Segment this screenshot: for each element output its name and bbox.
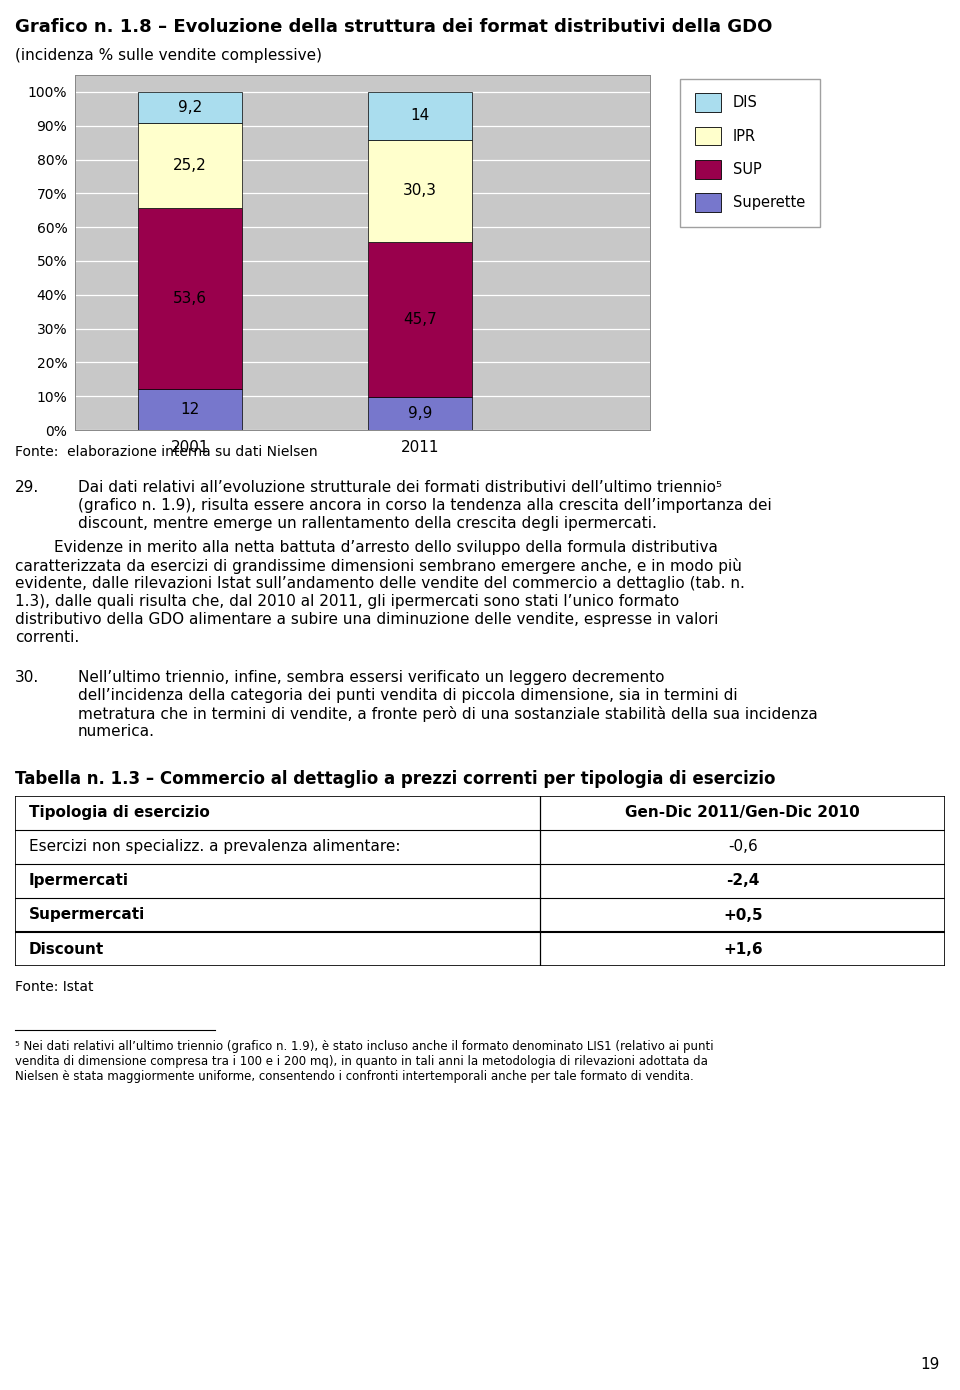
Text: Tipologia di esercizio: Tipologia di esercizio: [29, 805, 209, 820]
Text: Ipermercati: Ipermercati: [29, 873, 129, 888]
Text: (incidenza % sulle vendite complessive): (incidenza % sulle vendite complessive): [15, 49, 322, 63]
Bar: [138, 122, 242, 208]
Text: Tabella n. 1.3 – Commercio al dettaglio a prezzi correnti per tipologia di eserc: Tabella n. 1.3 – Commercio al dettaglio …: [15, 770, 776, 788]
Text: +1,6: +1,6: [723, 941, 762, 956]
Text: 14: 14: [410, 108, 430, 124]
Text: Fonte: Istat: Fonte: Istat: [15, 980, 93, 994]
Text: distributivo della GDO alimentare a subire una diminuzione delle vendite, espres: distributivo della GDO alimentare a subi…: [15, 612, 718, 627]
Text: 9,9: 9,9: [408, 406, 432, 421]
Bar: [138, 208, 242, 389]
Text: Nielsen è stata maggiormente uniforme, consentendo i confronti intertemporali an: Nielsen è stata maggiormente uniforme, c…: [15, 1070, 694, 1083]
Text: -2,4: -2,4: [726, 873, 759, 888]
Text: 9,2: 9,2: [178, 100, 203, 115]
Text: Grafico n. 1.8 – Evoluzione della struttura dei format distributivi della GDO: Grafico n. 1.8 – Evoluzione della strutt…: [15, 18, 773, 36]
Text: discount, mentre emerge un rallentamento della crescita degli ipermercati.: discount, mentre emerge un rallentamento…: [78, 516, 657, 531]
Text: 1.3), dalle quali risulta che, dal 2010 al 2011, gli ipermercati sono stati l’un: 1.3), dalle quali risulta che, dal 2010 …: [15, 594, 680, 609]
Bar: [369, 242, 471, 396]
Text: Evidenze in merito alla netta battuta d’arresto dello sviluppo della formula dis: Evidenze in merito alla netta battuta d’…: [15, 539, 718, 555]
Text: Supermercati: Supermercati: [29, 908, 145, 923]
Text: 19: 19: [921, 1357, 940, 1372]
Bar: [369, 92, 471, 139]
Bar: [138, 92, 242, 122]
Text: correnti.: correnti.: [15, 630, 80, 645]
Text: vendita di dimensione compresa tra i 100 e i 200 mq), in quanto in tali anni la : vendita di dimensione compresa tra i 100…: [15, 1055, 708, 1068]
Text: dell’incidenza della categoria dei punti vendita di piccola dimensione, sia in t: dell’incidenza della categoria dei punti…: [78, 688, 737, 703]
Text: 30.: 30.: [15, 670, 39, 685]
Text: ⁵ Nei dati relativi all’ultimo triennio (grafico n. 1.9), è stato incluso anche : ⁵ Nei dati relativi all’ultimo triennio …: [15, 1040, 713, 1054]
Text: Esercizi non specializz. a prevalenza alimentare:: Esercizi non specializz. a prevalenza al…: [29, 840, 400, 855]
Text: 45,7: 45,7: [403, 311, 437, 327]
Text: Fonte:  elaborazione interna su dati Nielsen: Fonte: elaborazione interna su dati Niel…: [15, 445, 318, 459]
Text: caratterizzata da esercizi di grandissime dimensioni sembrano emergere anche, e : caratterizzata da esercizi di grandissim…: [15, 557, 742, 574]
Text: +0,5: +0,5: [723, 908, 762, 923]
Text: 53,6: 53,6: [173, 292, 207, 306]
Bar: [369, 396, 471, 430]
Text: 30,3: 30,3: [403, 183, 437, 199]
Text: Gen-Dic 2011/Gen-Dic 2010: Gen-Dic 2011/Gen-Dic 2010: [625, 805, 860, 820]
Text: metratura che in termini di vendite, a fronte però di una sostanziale stabilità : metratura che in termini di vendite, a f…: [78, 706, 818, 721]
Text: 25,2: 25,2: [173, 158, 206, 174]
Bar: [369, 139, 471, 242]
Bar: [138, 389, 242, 430]
Text: numerica.: numerica.: [78, 724, 155, 739]
Text: Discount: Discount: [29, 941, 105, 956]
Text: evidente, dalle rilevazioni Istat sull’andamento delle vendite del commercio a d: evidente, dalle rilevazioni Istat sull’a…: [15, 575, 745, 591]
Text: 29.: 29.: [15, 480, 39, 495]
Text: 12: 12: [180, 402, 200, 417]
Text: Nell’ultimo triennio, infine, sembra essersi verificato un leggero decremento: Nell’ultimo triennio, infine, sembra ess…: [78, 670, 664, 685]
Text: Dai dati relativi all’evoluzione strutturale dei formati distributivi dell’ultim: Dai dati relativi all’evoluzione struttu…: [78, 480, 722, 495]
Legend: DIS, IPR, SUP, Superette: DIS, IPR, SUP, Superette: [681, 79, 820, 227]
Text: (grafico n. 1.9), risulta essere ancora in corso la tendenza alla crescita dell’: (grafico n. 1.9), risulta essere ancora …: [78, 498, 772, 513]
Text: -0,6: -0,6: [728, 840, 757, 855]
